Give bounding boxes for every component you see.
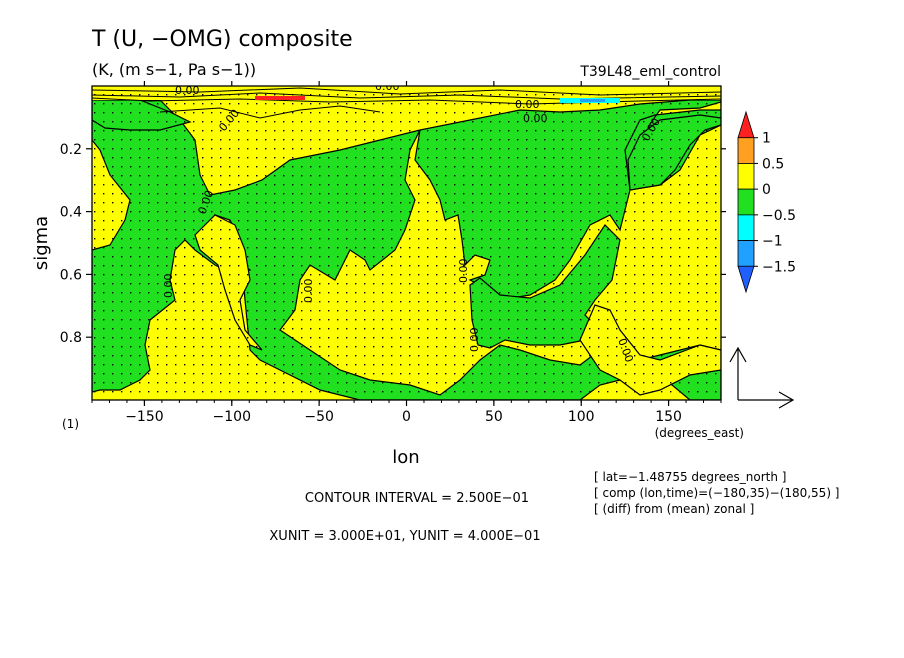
contour-label: 0.00 (175, 84, 200, 97)
plot-area: 0.00 0.00 0.00 0.00 0.00 0.00 0.00 0.00 … (92, 80, 721, 400)
y-tick-label: 0.6 (60, 267, 82, 283)
x-axis-label: lon (392, 447, 419, 468)
x-tick-label: 0 (402, 409, 411, 425)
annotations: [ lat=−1.48755 degrees_north ] [ comp (l… (594, 470, 840, 516)
vector-reference-arrows (729, 346, 795, 409)
annotation-line: [ (diff) from (mean) zonal ] (594, 502, 754, 516)
colorbar-segment (737, 163, 755, 190)
vector-units-text: XUNIT = 3.000E+01, YUNIT = 4.000E−01 (269, 529, 540, 544)
y-tick-label: 0.2 (60, 142, 82, 158)
x-tick-label: 50 (485, 409, 503, 425)
x-tick-label: −150 (125, 409, 163, 425)
colorbar-segment (737, 110, 755, 139)
horizontal-reference-arrow (738, 391, 795, 409)
contour-label: 0.00 (515, 98, 540, 111)
annotation-line: [ comp (lon,time)=(−180,35)−(180,55) ] (594, 486, 840, 500)
y-tick-label: 0.8 (60, 330, 82, 346)
x-tick-label: 150 (655, 409, 682, 425)
contour-label: 0.00 (523, 112, 548, 125)
colorbar-segment (737, 137, 755, 164)
colorbar-segment (737, 265, 755, 294)
colorbar-label: −1 (762, 234, 783, 250)
contour-label: 0.00 (375, 80, 400, 93)
contour-label: 0.00 (468, 328, 481, 353)
y-units-label: (1) (62, 417, 79, 431)
colorbar-label: 0 (762, 182, 771, 198)
x-tick-label: −100 (213, 409, 251, 425)
y-tick-label: 0.4 (60, 205, 82, 221)
contour-label: 0.00 (302, 279, 315, 304)
vertical-reference-arrow (729, 346, 747, 400)
colorbar-label: 0.5 (762, 156, 784, 172)
chart-title: T (U, −OMG) composite (91, 27, 353, 52)
colorbar-label: −1.5 (762, 259, 796, 275)
x-tick-label: 100 (568, 409, 595, 425)
colorbar: 1 0.5 0 −0.5 −1 −1.5 (737, 110, 796, 294)
y-axis-label: sigma (31, 216, 52, 270)
x-units-label: (degrees_east) (655, 426, 744, 440)
contour-label: 0.00 (457, 259, 470, 284)
annotation-line: [ lat=−1.48755 degrees_north ] (594, 470, 786, 484)
colorbar-segment (737, 214, 755, 241)
colorbar-segment (737, 188, 755, 216)
x-axis: −150 −100 −50 0 50 100 150 (91, 81, 722, 425)
contour-label: 0.00 (162, 274, 175, 299)
chart-subtitle: (K, (m s−1, Pa s−1)) (92, 60, 256, 79)
run-label: T39L48_eml_control (579, 64, 721, 80)
colorbar-label: −0.5 (762, 208, 796, 224)
vector-field (92, 86, 721, 400)
contour-interval-text: CONTOUR INTERVAL = 2.500E−01 (305, 491, 529, 506)
colorbar-label: 1 (762, 131, 771, 147)
colorbar-segment (737, 240, 755, 267)
x-tick-label: −50 (304, 409, 334, 425)
y-axis: 0.2 0.4 0.6 0.8 (60, 142, 726, 346)
